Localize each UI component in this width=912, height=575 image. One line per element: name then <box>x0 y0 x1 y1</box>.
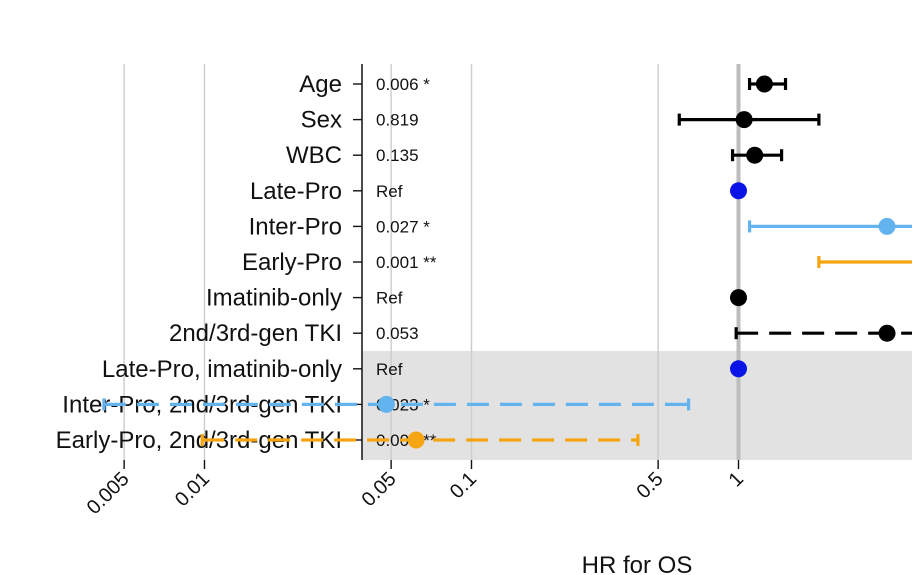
forest-row: Imatinib-only Ref <box>206 285 747 312</box>
hr-point <box>735 111 753 129</box>
forest-row: Sex 0.819 <box>301 107 821 134</box>
hr-point <box>755 75 773 93</box>
p-value-label: Ref <box>376 182 403 201</box>
x-tick-label: 0.005 <box>83 468 134 519</box>
rows: Age 0.006 * Sex 0.819 WBC 0.135 Late-Pro Ref Int… <box>56 71 912 454</box>
p-value-label: 0.001 ** <box>376 253 437 272</box>
forest-row: Late-Pro, imatinib-only Ref <box>102 356 747 383</box>
row-label: 2nd/3rd-gen TKI <box>169 320 342 347</box>
gridlines <box>123 64 741 460</box>
p-value-label: 0.135 <box>376 146 419 165</box>
hr-point <box>730 289 747 307</box>
forest-row: Early-Pro, 2nd/3rd-gen TKI 0.003 ** <box>56 427 640 454</box>
hr-point <box>746 146 764 164</box>
hr-point <box>377 395 395 413</box>
p-value-label: 0.027 * <box>376 217 430 236</box>
forest-row: Age 0.006 * <box>299 71 788 98</box>
row-label: Sex <box>301 107 342 134</box>
row-label: Imatinib-only <box>206 285 342 312</box>
p-value-label: 0.053 <box>376 324 419 343</box>
forest-row: Inter-Pro, 2nd/3rd-gen TKI 0.023 * <box>62 391 691 418</box>
hr-point <box>878 217 896 235</box>
x-tick-label: 0.5 <box>632 468 667 503</box>
hr-point <box>878 324 896 342</box>
forest-row: Early-Pro 0.001 ** <box>242 249 912 276</box>
row-label: Early-Pro, 2nd/3rd-gen TKI <box>56 427 342 454</box>
p-value-label: 0.006 * <box>376 75 430 94</box>
forest-row: Late-Pro Ref <box>250 178 747 205</box>
row-label: Inter-Pro <box>249 213 342 240</box>
hr-point <box>730 182 747 200</box>
forest-row: Inter-Pro 0.027 * <box>249 213 912 240</box>
p-value-label: Ref <box>376 289 403 308</box>
forest-row: WBC 0.135 <box>286 142 784 169</box>
hr-point <box>407 431 425 449</box>
row-label: Late-Pro <box>250 178 342 205</box>
row-label: Late-Pro, imatinib-only <box>102 356 342 383</box>
p-value-label: 0.819 <box>376 111 419 130</box>
x-tick-label: 0.05 <box>358 468 401 511</box>
row-label: WBC <box>286 142 342 169</box>
x-tick-label: 0.1 <box>446 468 481 503</box>
row-label: Early-Pro <box>242 249 342 276</box>
hr-point <box>730 360 747 378</box>
x-tick-label: 1 <box>725 468 748 491</box>
p-value-label: Ref <box>376 360 403 379</box>
x-tick-label: 0.01 <box>171 468 214 511</box>
row-label: Age <box>299 71 342 98</box>
forest-row: 2nd/3rd-gen TKI 0.053 <box>169 320 912 347</box>
x-axis-title: HR for OS <box>582 552 693 575</box>
